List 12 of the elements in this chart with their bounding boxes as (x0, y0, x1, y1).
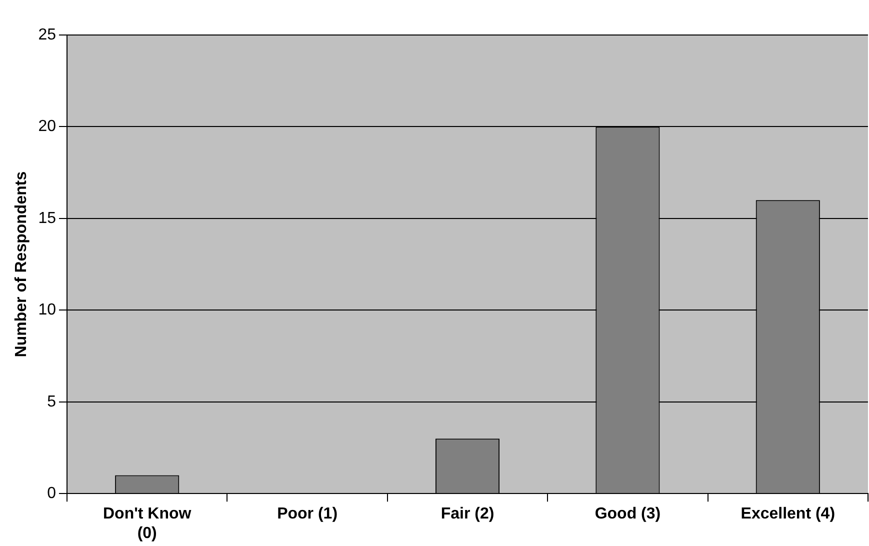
x-tick-label: Don't Know (0) (102, 506, 192, 542)
y-axis-title: Number of Respondents (13, 171, 30, 358)
x-tick-label: Poor (1) (277, 506, 338, 523)
x-tick-label: Excellent (4) (740, 506, 836, 523)
y-tick-label: 25 (38, 26, 56, 44)
y-tick-label: 0 (47, 485, 56, 502)
x-tick-label: Good (3) (594, 506, 661, 523)
x-tick-label: Fair (2) (440, 506, 494, 523)
y-tick-label: 5 (47, 393, 56, 410)
y-tick-label: 15 (38, 210, 56, 227)
y-tick-label: 10 (38, 302, 56, 319)
y-tick-label: 20 (38, 118, 56, 136)
